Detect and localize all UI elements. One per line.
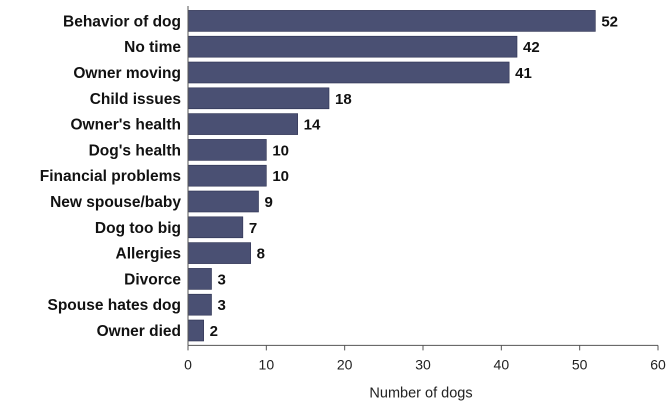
value-label-dog-too-big: 7 xyxy=(249,220,257,237)
bar-owner-died xyxy=(187,319,204,342)
value-label-divorce: 3 xyxy=(218,271,226,288)
value-label-owner-moving: 41 xyxy=(515,65,532,82)
bar-owner-moving xyxy=(187,61,510,84)
category-label-allergies: Allergies xyxy=(116,246,181,263)
category-label-dog-s-health: Dog's health xyxy=(89,142,181,159)
bar-divorce xyxy=(187,268,212,290)
value-label-child-issues: 18 xyxy=(335,91,352,108)
value-label-new-spouse-baby: 9 xyxy=(265,194,273,211)
value-label-behavior-of-dog: 52 xyxy=(601,13,618,30)
category-label-dog-too-big: Dog too big xyxy=(95,220,181,237)
category-label-child-issues: Child issues xyxy=(90,91,181,108)
value-label-no-time: 42 xyxy=(523,39,540,56)
bar-child-issues xyxy=(187,87,330,110)
bar-behavior-of-dog xyxy=(187,10,596,32)
category-label-no-time: No time xyxy=(124,39,181,56)
bar-allergies xyxy=(187,242,251,264)
category-label-spouse-hates-dog: Spouse hates dog xyxy=(48,297,182,314)
category-label-new-spouse-baby: New spouse/baby xyxy=(50,194,181,211)
x-tick-label-50: 50 xyxy=(572,356,588,372)
category-labels: Behavior of dog No time Owner moving Child … xyxy=(40,13,182,340)
category-label-owner-died: Owner died xyxy=(97,323,181,340)
category-label-owner-moving: Owner moving xyxy=(73,65,181,82)
bar-financial-problems xyxy=(187,164,267,187)
x-tick-label-30: 30 xyxy=(415,356,431,372)
value-label-financial-problems: 10 xyxy=(272,168,289,185)
value-label-dog-s-health: 10 xyxy=(272,142,289,159)
category-label-behavior-of-dog: Behavior of dog xyxy=(63,13,181,30)
x-tick-label-10: 10 xyxy=(259,356,275,372)
x-tick-label-0: 0 xyxy=(184,356,192,372)
bars xyxy=(187,10,596,342)
bar-dog-too-big xyxy=(187,216,244,239)
value-label-owner-died: 2 xyxy=(210,323,218,340)
x-axis-ticks xyxy=(187,345,659,351)
value-label-owner-s-health: 14 xyxy=(304,117,321,134)
value-label-spouse-hates-dog: 3 xyxy=(218,297,226,314)
bar-spouse-hates-dog xyxy=(187,293,212,316)
x-tick-label-60: 60 xyxy=(650,356,666,372)
category-label-financial-problems: Financial problems xyxy=(40,168,181,185)
x-axis-title: Number of dogs xyxy=(369,385,472,401)
category-label-divorce: Divorce xyxy=(124,271,181,288)
bar-dog-s-health xyxy=(187,139,267,161)
x-axis-tick-labels: 0 10 20 30 40 50 60 xyxy=(184,356,666,372)
value-label-allergies: 8 xyxy=(257,246,265,263)
bar-owner-s-health xyxy=(187,113,298,135)
category-label-owner-s-health: Owner's health xyxy=(71,117,182,134)
x-tick-label-20: 20 xyxy=(337,356,353,372)
bar-no-time xyxy=(187,35,518,58)
x-tick-label-40: 40 xyxy=(494,356,510,372)
bar-new-spouse-baby xyxy=(187,190,259,213)
